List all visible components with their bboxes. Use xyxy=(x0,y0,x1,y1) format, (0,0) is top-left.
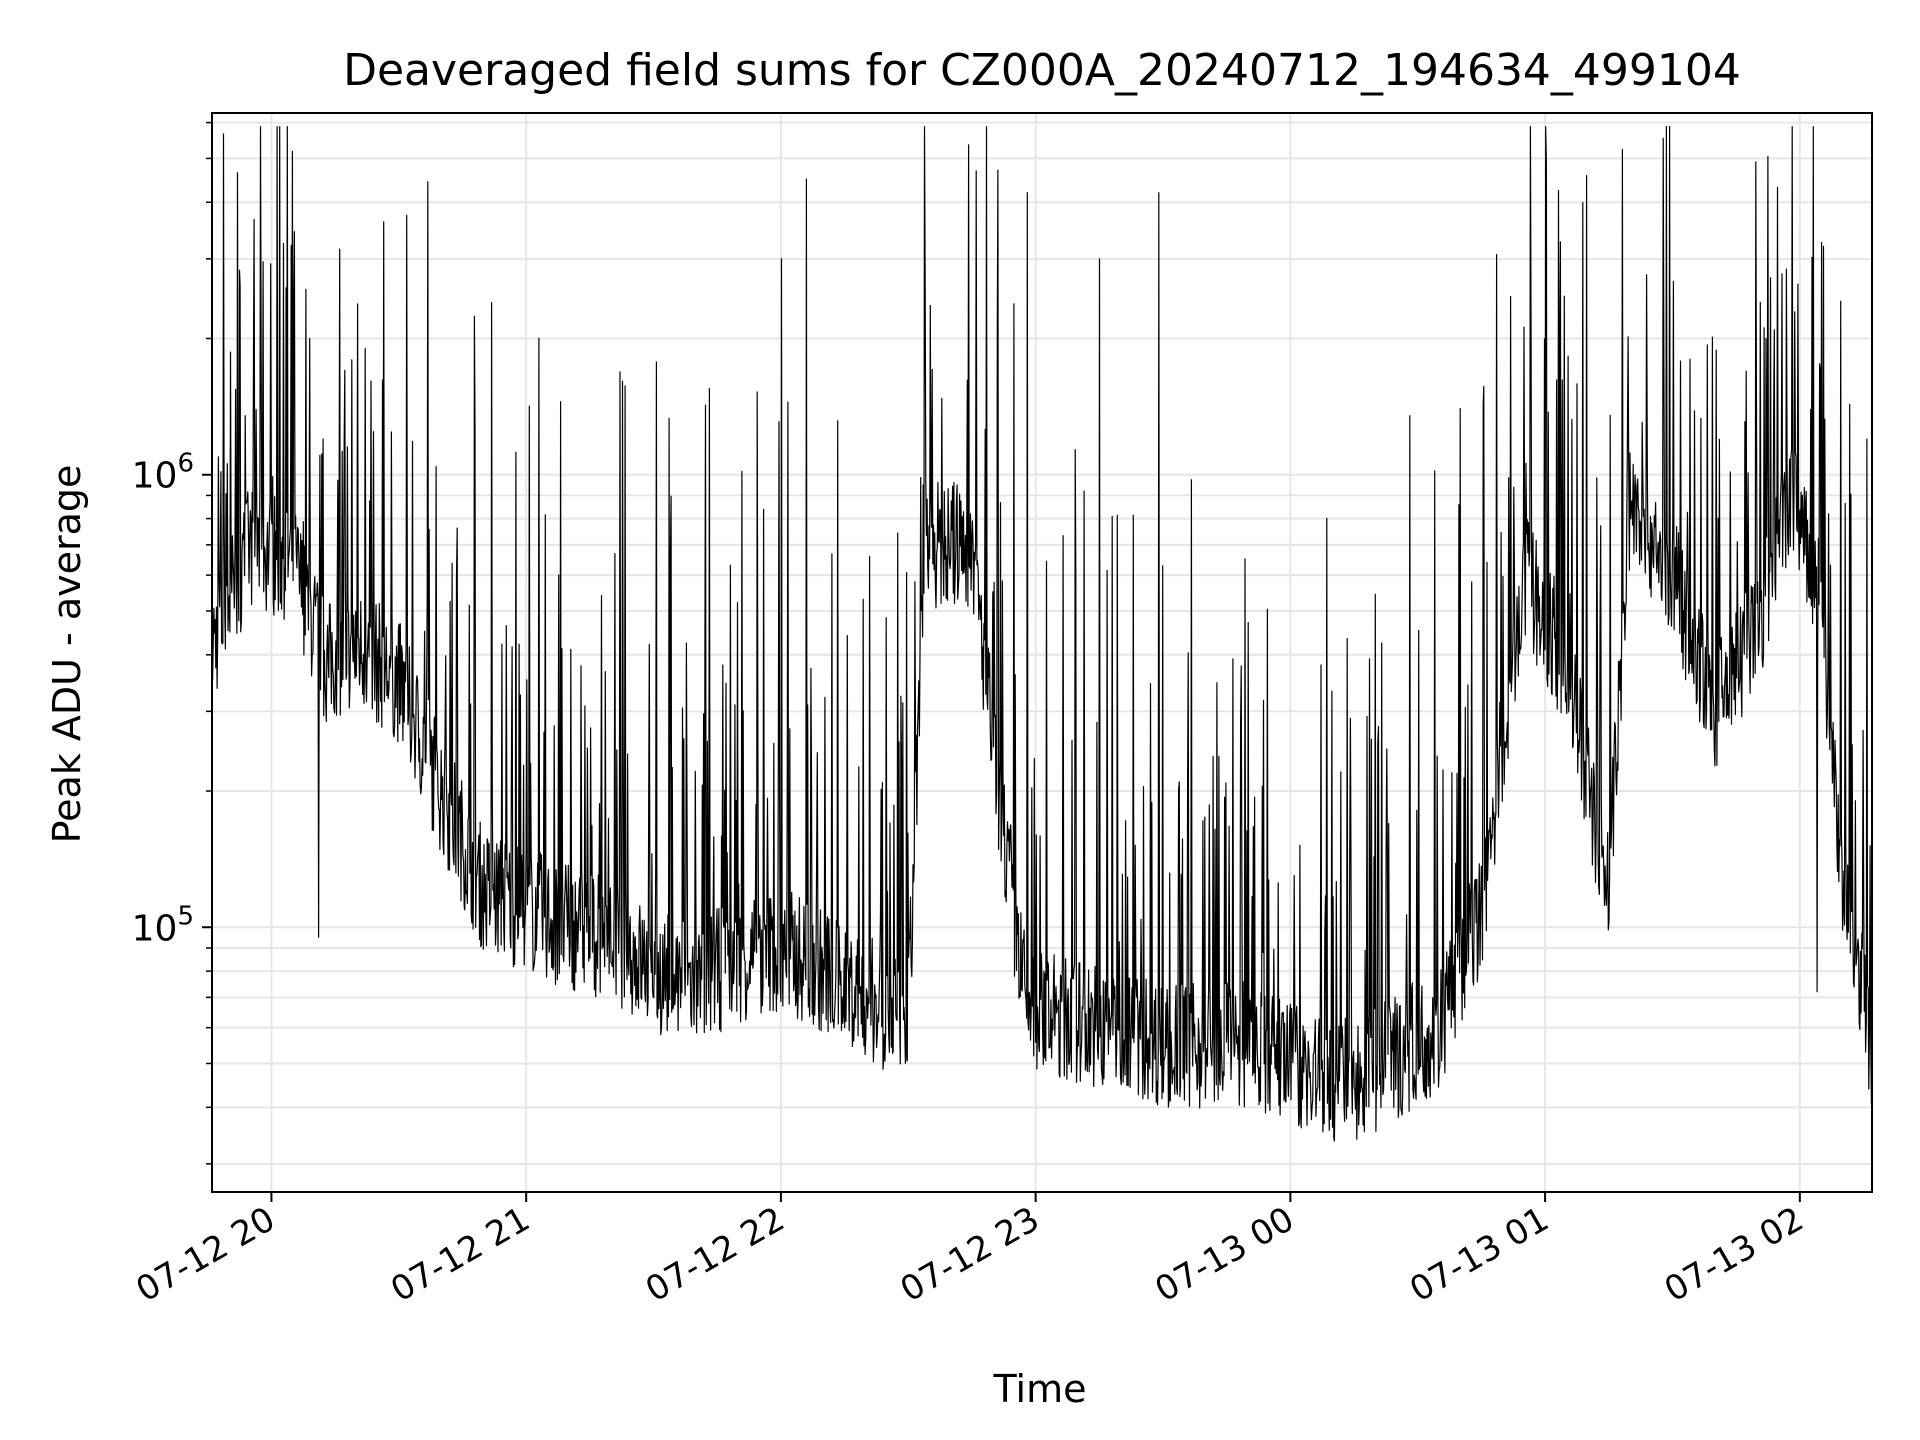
grid xyxy=(212,113,1872,1192)
y-tick-label: 105 xyxy=(132,901,194,949)
plot-area xyxy=(211,125,1873,1142)
series-line xyxy=(211,125,1873,1142)
y-axis: 105 106 xyxy=(132,121,212,1165)
x-axis-label: Time xyxy=(993,1367,1087,1411)
axes-frame xyxy=(211,112,1873,1193)
y-tick-label: 106 xyxy=(132,449,194,497)
chart-title: Deaveraged field sums for CZ000A_2024071… xyxy=(343,45,1741,96)
y-axis-label: Peak ADU - average xyxy=(45,465,89,844)
